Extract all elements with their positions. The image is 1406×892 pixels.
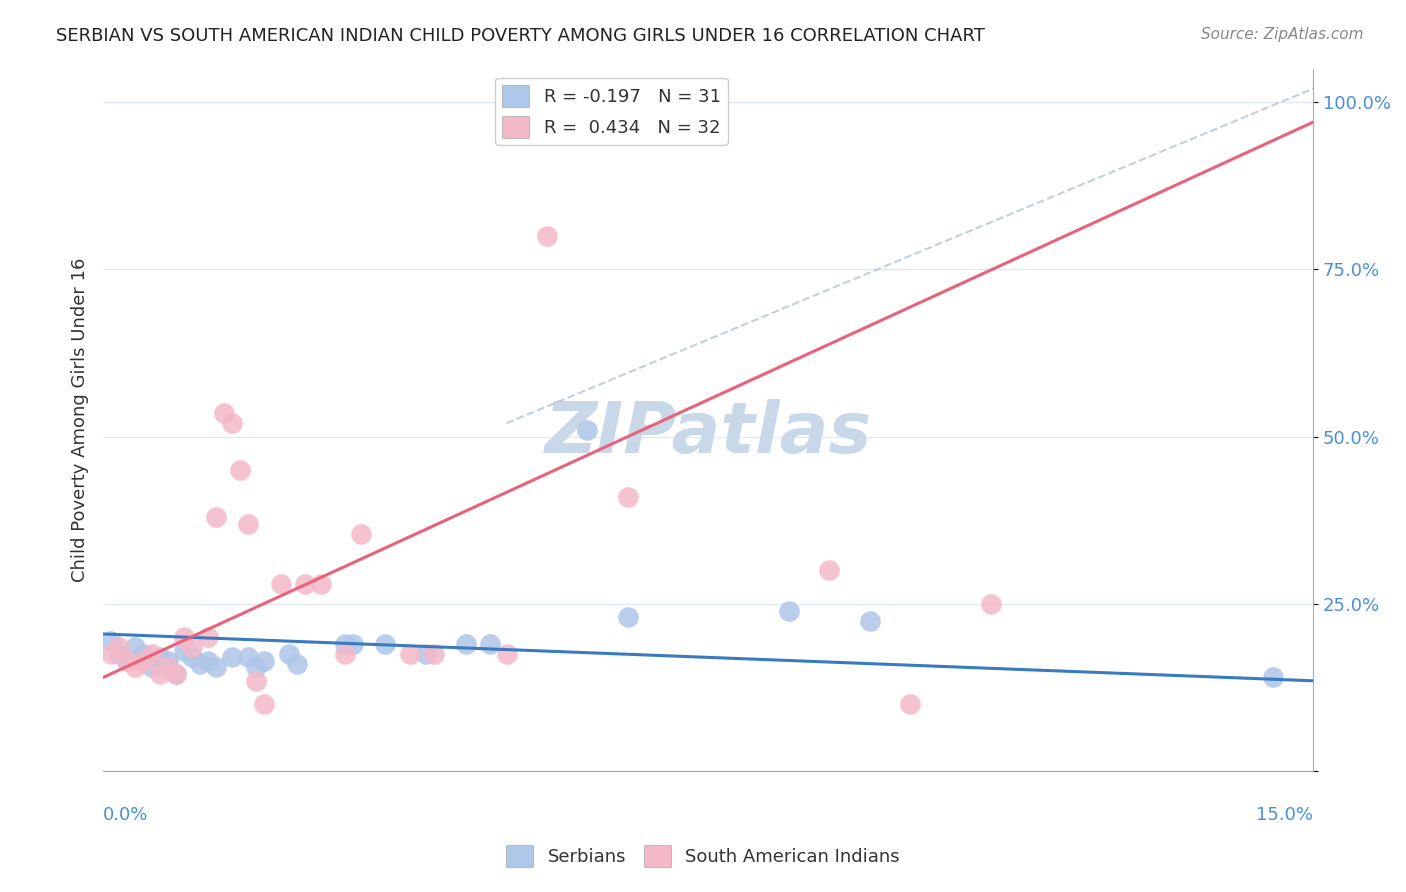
Point bbox=[245, 660, 267, 674]
Point bbox=[253, 697, 276, 711]
Point bbox=[117, 654, 139, 668]
Point bbox=[100, 633, 122, 648]
Point bbox=[180, 640, 202, 655]
Point bbox=[173, 643, 195, 657]
Point bbox=[778, 603, 800, 617]
Point bbox=[117, 654, 139, 668]
Point bbox=[229, 463, 252, 477]
Point bbox=[165, 667, 187, 681]
Legend: R = -0.197   N = 31, R =  0.434   N = 32: R = -0.197 N = 31, R = 0.434 N = 32 bbox=[495, 78, 728, 145]
Point bbox=[616, 610, 638, 624]
Point bbox=[398, 647, 420, 661]
Point bbox=[253, 654, 276, 668]
Point bbox=[238, 516, 260, 531]
Point bbox=[100, 647, 122, 661]
Point bbox=[197, 654, 219, 668]
Text: 15.0%: 15.0% bbox=[1257, 806, 1313, 824]
Point bbox=[108, 640, 131, 655]
Point bbox=[536, 228, 558, 243]
Point bbox=[294, 576, 316, 591]
Point bbox=[124, 660, 146, 674]
Point bbox=[141, 660, 163, 674]
Point bbox=[456, 637, 478, 651]
Point bbox=[245, 673, 267, 688]
Point bbox=[818, 563, 841, 577]
Point bbox=[285, 657, 308, 671]
Text: SERBIAN VS SOUTH AMERICAN INDIAN CHILD POVERTY AMONG GIRLS UNDER 16 CORRELATION : SERBIAN VS SOUTH AMERICAN INDIAN CHILD P… bbox=[56, 27, 986, 45]
Legend: Serbians, South American Indians: Serbians, South American Indians bbox=[499, 838, 907, 874]
Point bbox=[221, 650, 243, 665]
Point bbox=[132, 654, 155, 668]
Point bbox=[238, 650, 260, 665]
Point bbox=[980, 597, 1002, 611]
Text: ZIPatlas: ZIPatlas bbox=[544, 400, 872, 468]
Point bbox=[124, 640, 146, 655]
Point bbox=[1261, 670, 1284, 684]
Point bbox=[180, 650, 202, 665]
Point bbox=[423, 647, 446, 661]
Point bbox=[479, 637, 502, 651]
Point bbox=[205, 509, 228, 524]
Point bbox=[165, 667, 187, 681]
Point bbox=[149, 667, 172, 681]
Point bbox=[616, 490, 638, 504]
Point bbox=[173, 630, 195, 644]
Point bbox=[270, 576, 292, 591]
Point bbox=[149, 650, 172, 665]
Point bbox=[350, 526, 373, 541]
Point bbox=[309, 576, 332, 591]
Point bbox=[277, 647, 299, 661]
Point bbox=[495, 647, 517, 661]
Point bbox=[342, 637, 364, 651]
Point bbox=[141, 647, 163, 661]
Point bbox=[132, 647, 155, 661]
Point bbox=[212, 406, 235, 420]
Text: 0.0%: 0.0% bbox=[103, 806, 149, 824]
Point bbox=[156, 660, 179, 674]
Point bbox=[108, 647, 131, 661]
Point bbox=[374, 637, 396, 651]
Point bbox=[156, 654, 179, 668]
Point bbox=[576, 423, 599, 437]
Point bbox=[415, 647, 437, 661]
Point bbox=[221, 416, 243, 430]
Point bbox=[333, 647, 356, 661]
Point bbox=[205, 660, 228, 674]
Point bbox=[858, 614, 880, 628]
Y-axis label: Child Poverty Among Girls Under 16: Child Poverty Among Girls Under 16 bbox=[72, 258, 89, 582]
Point bbox=[197, 630, 219, 644]
Point bbox=[188, 657, 211, 671]
Point bbox=[898, 697, 921, 711]
Point bbox=[333, 637, 356, 651]
Text: Source: ZipAtlas.com: Source: ZipAtlas.com bbox=[1201, 27, 1364, 42]
